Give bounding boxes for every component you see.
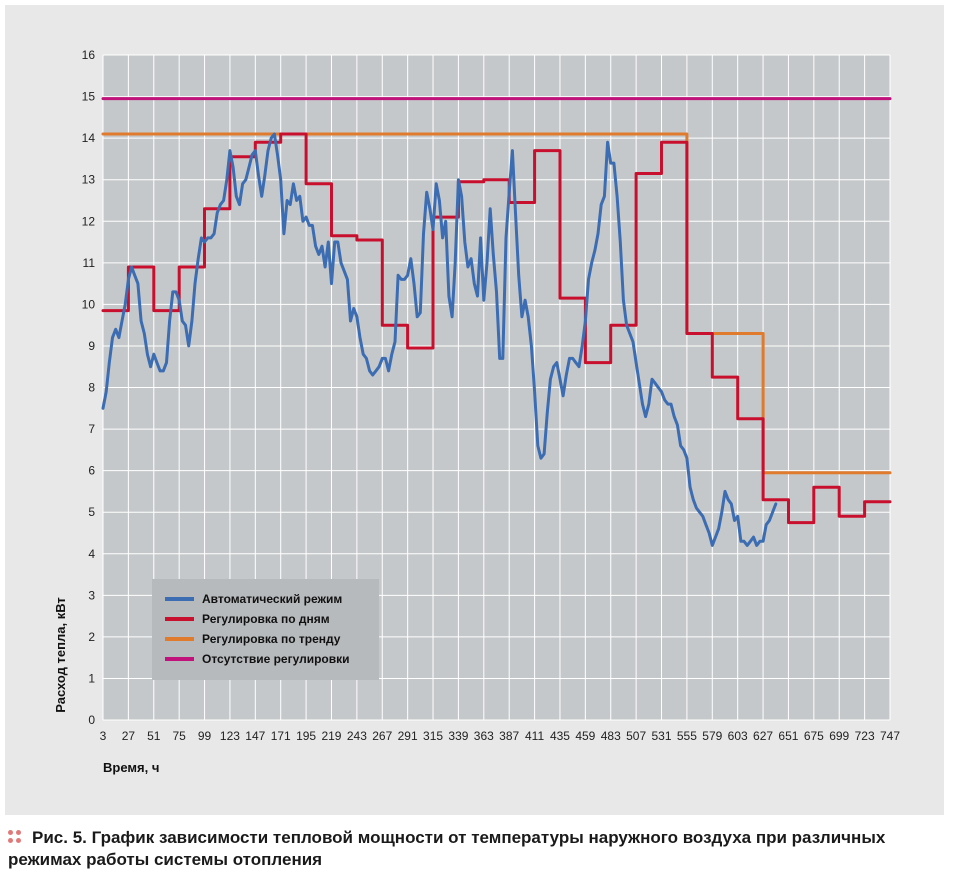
x-tick-label: 123: [220, 729, 240, 743]
x-tick-label: 579: [702, 729, 722, 743]
y-tick-label: 5: [88, 505, 95, 519]
legend-label: Отсутствие регулировки: [202, 652, 350, 666]
y-tick-label: 15: [82, 90, 96, 104]
x-tick-label: 363: [474, 729, 494, 743]
x-tick-label: 267: [372, 729, 392, 743]
x-axis-title: Время, ч: [103, 760, 159, 775]
x-tick-label: 339: [448, 729, 468, 743]
x-tick-label: 387: [499, 729, 519, 743]
y-tick-label: 6: [88, 464, 95, 478]
y-tick-label: 13: [82, 173, 96, 187]
y-axis-title: Расход тепла, кВт: [53, 597, 68, 713]
x-tick-label: 99: [198, 729, 212, 743]
y-tick-label: 11: [83, 256, 96, 270]
x-tick-label: 747: [880, 729, 900, 743]
x-tick-label: 723: [855, 729, 875, 743]
x-tick-label: 531: [652, 729, 672, 743]
x-tick-label: 435: [550, 729, 570, 743]
x-tick-label: 171: [271, 729, 291, 743]
y-tick-label: 10: [82, 297, 96, 311]
legend-box: [152, 579, 379, 680]
series-line-1: [101, 132, 778, 547]
x-tick-label: 675: [804, 729, 824, 743]
y-tick-label: 14: [82, 131, 96, 145]
x-axis-ticks: 3 27 51 75 99 123 147 171 195 219 243 267 291 315 339 3…: [100, 729, 901, 743]
y-tick-label: 8: [88, 381, 95, 395]
y-tick-label: 16: [82, 48, 96, 62]
legend-label: Автоматический режим: [202, 592, 342, 606]
y-tick-label: 0: [88, 713, 95, 727]
x-tick-label: 147: [245, 729, 265, 743]
figure-caption: Рис. 5. График зависимости тепловой мощн…: [8, 827, 943, 871]
series-lines: [101, 97, 892, 547]
x-tick-label: 603: [728, 729, 748, 743]
series-line-2: [101, 132, 892, 525]
y-tick-label: 3: [88, 588, 95, 602]
x-tick-label: 507: [626, 729, 646, 743]
series-line-3: [101, 132, 892, 475]
x-tick-label: 555: [677, 729, 697, 743]
y-tick-label: 4: [88, 547, 95, 561]
x-tick-label: 3: [100, 729, 107, 743]
x-tick-label: 483: [601, 729, 621, 743]
y-tick-label: 7: [88, 422, 95, 436]
legend-label: Регулировка по дням: [202, 612, 330, 626]
x-tick-label: 27: [122, 729, 136, 743]
x-tick-label: 651: [778, 729, 798, 743]
y-tick-label: 9: [88, 339, 95, 353]
x-tick-label: 627: [753, 729, 773, 743]
y-tick-label: 12: [82, 214, 96, 228]
x-tick-label: 699: [829, 729, 849, 743]
x-tick-label: 75: [172, 729, 186, 743]
legend: Автоматический режим Регулировка по дням Р…: [152, 579, 379, 680]
caption-text: Рис. 5. График зависимости тепловой мощн…: [8, 828, 886, 869]
x-tick-label: 195: [296, 729, 316, 743]
x-tick-label: 219: [321, 729, 341, 743]
x-tick-label: 51: [147, 729, 161, 743]
x-tick-label: 315: [423, 729, 443, 743]
x-tick-label: 291: [398, 729, 418, 743]
x-tick-label: 243: [347, 729, 367, 743]
x-tick-label: 411: [525, 729, 544, 743]
y-tick-label: 2: [88, 630, 95, 644]
x-tick-label: 459: [575, 729, 595, 743]
caption-dots-icon: [8, 830, 22, 844]
figure-panel: 0 1 2 3 4 5 6 7 8 9 10 11 12 13 14 15 16 3 27 51 75 99 123 147…: [5, 5, 944, 815]
legend-label: Регулировка по тренду: [202, 632, 341, 646]
y-tick-label: 1: [88, 671, 95, 685]
